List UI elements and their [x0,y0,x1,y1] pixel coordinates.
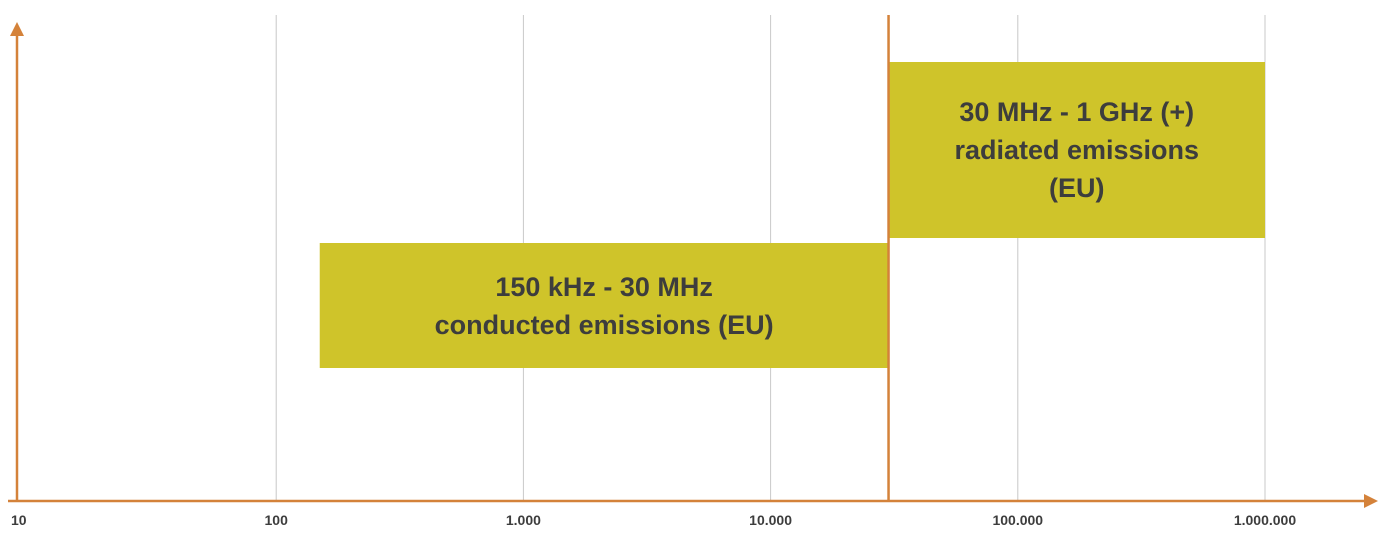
x-tick-label: 100.000 [992,512,1043,528]
band-rect [888,62,1265,238]
x-tick-label: 1.000 [506,512,541,528]
x-tick-label: 1.000.000 [1234,512,1296,528]
x-axis-arrow-icon [1364,494,1378,508]
x-tick-label: 100 [265,512,289,528]
band-rect [319,243,889,368]
bands [319,62,1265,368]
axes [8,15,1378,508]
y-axis-arrow-icon [10,22,24,36]
x-tick-labels: 10 100 1.000 10.000 100.000 1.000.000 [11,512,1296,528]
x-tick-label: 10.000 [749,512,792,528]
x-tick-label: 10 [11,512,27,528]
